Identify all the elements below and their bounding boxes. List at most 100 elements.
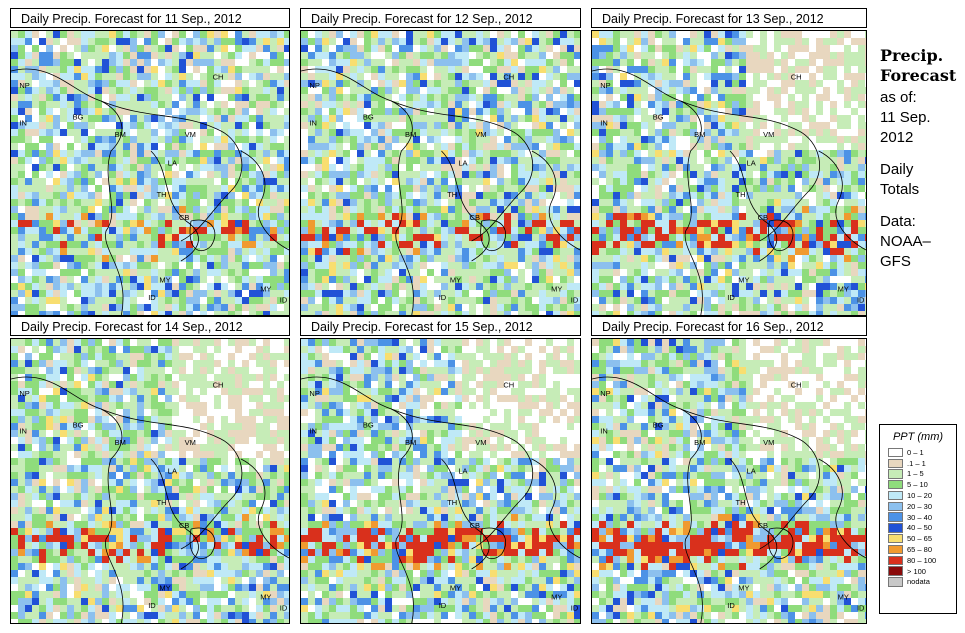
precip-cell (277, 52, 284, 59)
precip-cell (371, 234, 378, 241)
precip-cell (74, 157, 81, 164)
precip-cell (315, 206, 322, 213)
precip-cell (158, 66, 165, 73)
precip-cell (32, 164, 39, 171)
precip-cell (144, 52, 151, 59)
precip-cell (186, 108, 193, 115)
precip-cell (704, 178, 711, 185)
precip-cell (627, 297, 634, 304)
precip-cell (179, 94, 186, 101)
precip-cell (165, 52, 172, 59)
precip-cell (242, 185, 249, 192)
precip-cell (315, 185, 322, 192)
precip-cell (249, 248, 256, 255)
precip-cell (606, 220, 613, 227)
precip-cell (788, 276, 795, 283)
precip-cell (102, 311, 109, 315)
precip-cell (676, 108, 683, 115)
precip-cell (725, 101, 732, 108)
precip-cell (774, 192, 781, 199)
precip-cell (263, 185, 270, 192)
precip-cell (711, 276, 718, 283)
precip-cell (32, 297, 39, 304)
precip-cell (816, 59, 823, 66)
precip-cell (441, 283, 448, 290)
precip-cell (511, 136, 518, 143)
precip-cell (284, 73, 289, 80)
precip-cell (627, 150, 634, 157)
precip-cell (760, 234, 767, 241)
precip-cell (865, 255, 866, 262)
precip-cell (221, 213, 228, 220)
precip-cell (613, 262, 620, 269)
precip-cell (102, 150, 109, 157)
precip-cell (385, 220, 392, 227)
precip-cell (613, 150, 620, 157)
precip-cell (553, 45, 560, 52)
precip-cell (676, 80, 683, 87)
precip-cell (532, 136, 539, 143)
precip-cell (574, 262, 580, 269)
precip-cell (301, 304, 308, 311)
precip-cell (130, 290, 137, 297)
precip-cell (788, 52, 795, 59)
precip-cell (378, 241, 385, 248)
precip-cell (553, 129, 560, 136)
precip-cell (151, 129, 158, 136)
precip-cell (725, 80, 732, 87)
precip-cell (11, 311, 18, 315)
precip-cell (774, 255, 781, 262)
precip-cell (406, 241, 413, 248)
precip-cell (732, 311, 739, 315)
precip-cell (193, 248, 200, 255)
precip-cell (781, 213, 788, 220)
precip-cell (802, 255, 809, 262)
precip-cell (662, 199, 669, 206)
precip-cell (39, 311, 46, 315)
precip-cell (760, 185, 767, 192)
precip-cell (844, 213, 851, 220)
precip-cell (420, 171, 427, 178)
precip-cell (662, 129, 669, 136)
precip-cell (574, 248, 580, 255)
precip-cell (851, 192, 858, 199)
precip-cell (641, 52, 648, 59)
precip-cell (301, 276, 308, 283)
precip-cell (371, 143, 378, 150)
precip-cell (553, 59, 560, 66)
precip-cell (151, 157, 158, 164)
precip-cell (753, 199, 760, 206)
precip-cell (567, 80, 574, 87)
precip-cell (39, 101, 46, 108)
precip-cell (476, 73, 483, 80)
precip-cell (18, 80, 25, 87)
boundary-line (150, 150, 199, 262)
precip-cell (718, 290, 725, 297)
precip-cell (858, 80, 865, 87)
precip-cell (137, 220, 144, 227)
precip-cell (837, 129, 844, 136)
precip-cell (851, 143, 858, 150)
precip-cell (830, 171, 837, 178)
precip-cell (60, 136, 67, 143)
precip-cell (504, 311, 511, 315)
precip-cell (95, 220, 102, 227)
precip-cell (130, 31, 137, 38)
precip-cell (123, 101, 130, 108)
precip-cell (448, 290, 455, 297)
precip-cell (18, 192, 25, 199)
precip-cell (606, 290, 613, 297)
precip-cell (599, 108, 606, 115)
precip-cell (158, 185, 165, 192)
precip-cell (18, 241, 25, 248)
precip-cell (256, 311, 263, 315)
precip-cell (620, 150, 627, 157)
precip-cell (865, 45, 866, 52)
precip-cell (81, 206, 88, 213)
precip-cell (767, 199, 774, 206)
precip-cell (599, 220, 606, 227)
precip-cell (214, 276, 221, 283)
precip-cell (392, 80, 399, 87)
precip-cell (301, 80, 308, 87)
precip-cell (277, 192, 284, 199)
